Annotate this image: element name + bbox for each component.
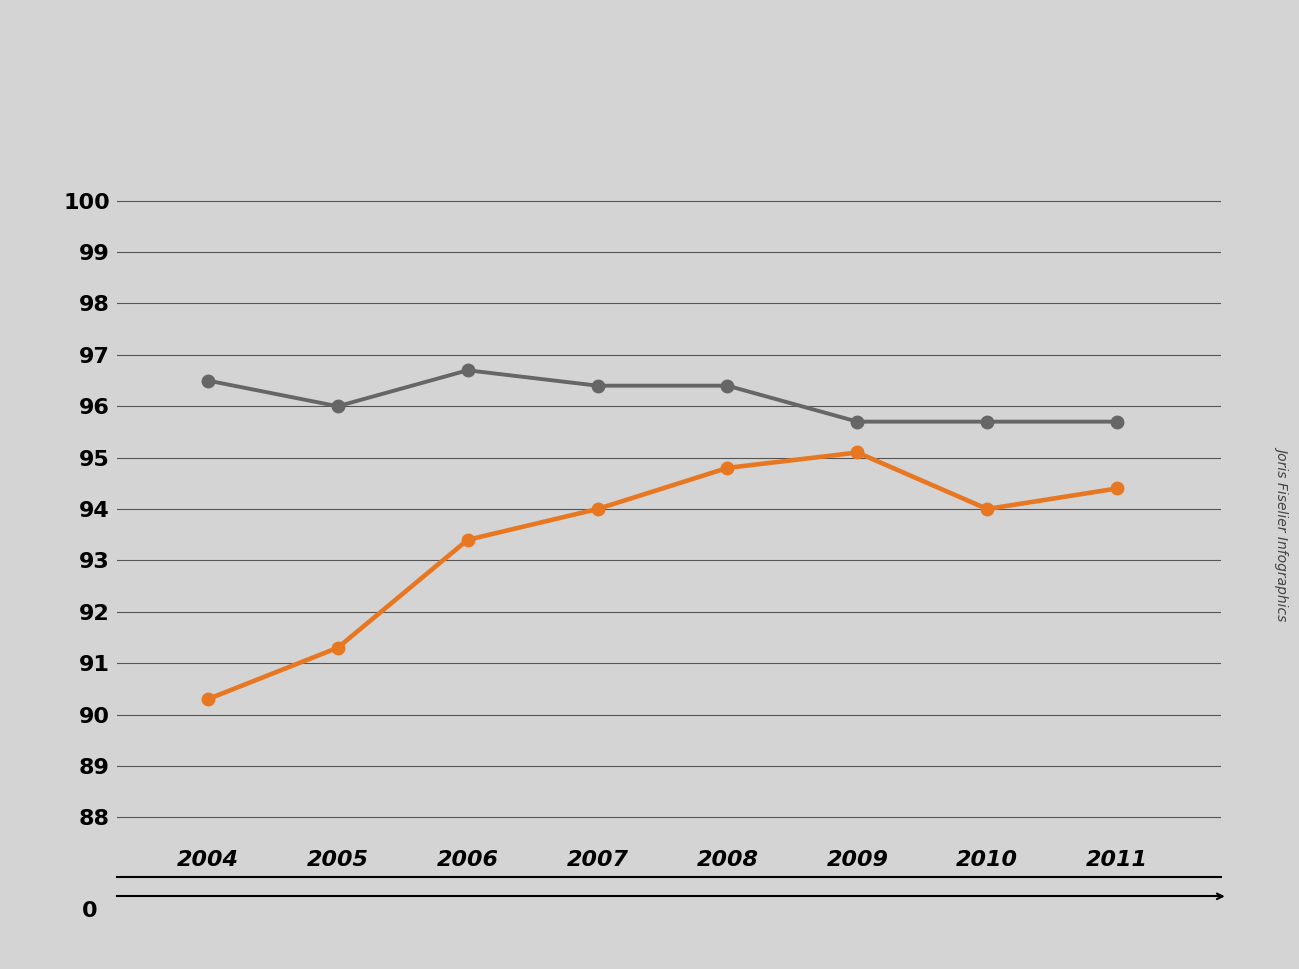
Text: Joris Fiselier Infographics: Joris Fiselier Infographics: [1276, 447, 1290, 619]
Text: 0: 0: [82, 901, 97, 921]
